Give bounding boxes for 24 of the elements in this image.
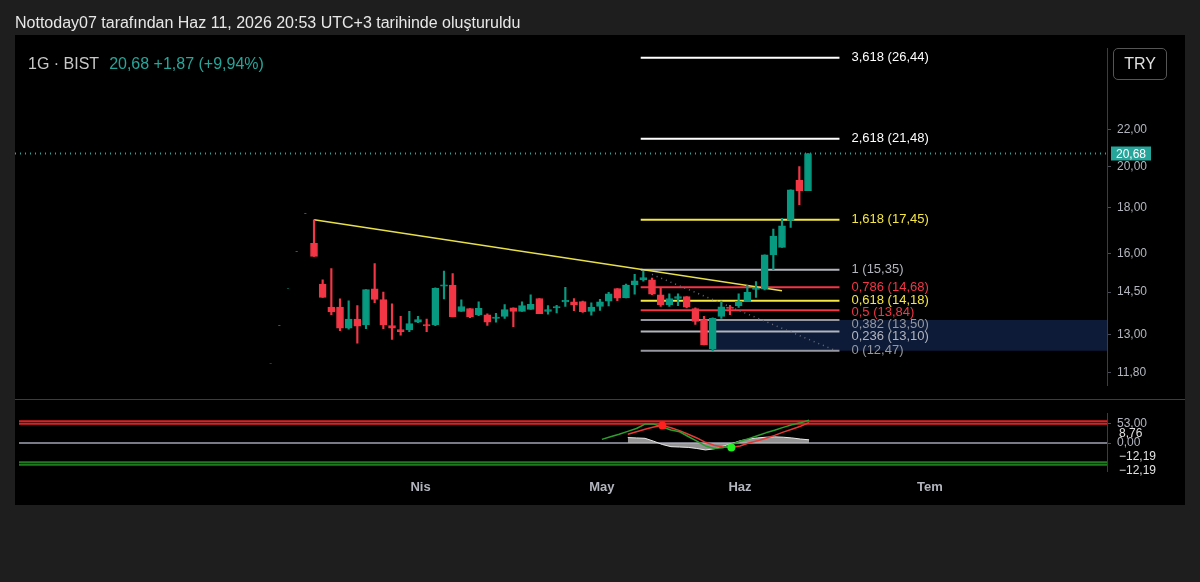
y-tick-label: 16,00 (1117, 245, 1148, 260)
ref-line-label: 0 (12,47) (851, 342, 904, 358)
y-tick-label: 18,00 (1117, 200, 1148, 215)
ref-line-label: 2,618 (21,48) (851, 130, 929, 146)
x-tick-label: Tem (917, 478, 943, 494)
ref-line-label: 0,786 (14,68) (851, 278, 929, 294)
x-tick-label: May (589, 478, 616, 494)
text: −12,19 (1119, 463, 1157, 478)
text: −12,19 (1119, 449, 1157, 464)
y-tick-label: 22,00 (1117, 121, 1148, 136)
ref-line-label: 3,618 (26,44) (851, 49, 929, 65)
ref-line-label: 1 (15,35) (851, 261, 904, 277)
y-tick-label: 11,80 (1117, 364, 1147, 379)
annotation: 20,68 +1,87 (+9,94%) (109, 55, 264, 72)
ref-line-label: 1,618 (17,45) (851, 211, 929, 227)
chart-title: Nottoday07 tarafından Haz 11, 2026 20:53 UTC+3 tarihinde oluşturuldu (15, 14, 521, 32)
text: TRY (1113, 48, 1167, 80)
ref-line-label: 0,618 (14,18) (851, 292, 929, 308)
ref-line-label: 20,68 (1116, 146, 1147, 161)
y-tick-label: 13,00 (1117, 326, 1148, 341)
chart-subtitle: 1G · BIST (28, 55, 100, 72)
y-tick-label: 14,50 (1117, 284, 1148, 299)
x-tick-label: Haz (728, 478, 753, 494)
x-tick-label: Nis (410, 478, 431, 494)
